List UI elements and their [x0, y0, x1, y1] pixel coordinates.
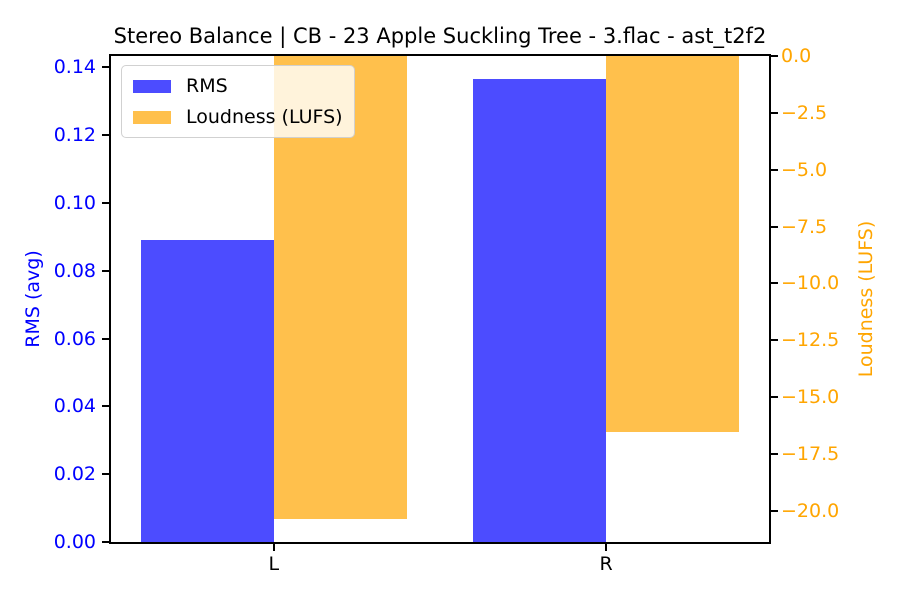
right-tick-label: −2.5 [781, 101, 828, 124]
left-tick-label: 0.10 [53, 191, 96, 214]
left-tick-mark [102, 134, 109, 137]
right-tick-mark [771, 225, 778, 228]
right-tick-label: 0.0 [781, 45, 812, 67]
bars-layer [111, 56, 769, 542]
right-tick-label: −7.5 [781, 215, 828, 238]
left-tick-mark [102, 405, 109, 408]
left-tick-label: 0.04 [53, 395, 96, 418]
right-tick-mark [771, 111, 778, 114]
x-tick-mark [272, 544, 275, 551]
right-tick-label: −5.0 [781, 158, 828, 181]
right-tick-mark [771, 168, 778, 171]
x-tick-mark [605, 544, 608, 551]
left-tick-label: 0.14 [53, 56, 96, 79]
left-tick-label: 0.06 [53, 327, 96, 350]
right-tick-label: −10.0 [781, 272, 840, 295]
bar-loudness-r [606, 56, 740, 433]
chart-title: Stereo Balance | CB - 23 Apple Suckling … [113, 24, 767, 48]
left-tick-mark [102, 201, 109, 204]
left-tick-mark [102, 269, 109, 272]
left-tick-mark [102, 337, 109, 340]
legend: RMS Loudness (LUFS) [121, 65, 355, 138]
right-tick-label: −17.5 [781, 442, 840, 465]
left-tick-label: 0.00 [53, 531, 96, 553]
legend-label: Loudness (LUFS) [186, 106, 343, 128]
legend-swatch-loudness [133, 110, 171, 124]
left-tick-label: 0.08 [53, 259, 96, 282]
right-tick-mark [771, 452, 778, 455]
right-tick-label: −12.5 [781, 329, 840, 352]
legend-item: Loudness (LUFS) [133, 106, 343, 128]
plot-area: RMS Loudness (LUFS) 0.00 0.02 0.04 0.06 0.08 0… [54, 45, 840, 575]
right-tick-mark [771, 339, 778, 342]
right-tick-mark [771, 282, 778, 285]
right-tick-mark [771, 55, 778, 57]
right-tick-label: −15.0 [781, 386, 840, 409]
right-axis-label: Loudness (LUFS) [855, 220, 877, 378]
legend-label: RMS [186, 75, 228, 97]
right-tick-mark [771, 396, 778, 399]
bar-rms-l [140, 240, 274, 542]
legend-swatch-rms [133, 79, 171, 93]
left-tick-mark [102, 473, 109, 476]
right-tick-label: −20.0 [781, 499, 840, 522]
ticks-layer: 0.00 0.02 0.04 0.06 0.08 0.10 0.12 0.14 0.0 −2.5 −… [54, 45, 840, 575]
left-tick-label: 0.02 [53, 463, 96, 486]
left-axis-label: RMS (avg) [22, 250, 44, 348]
left-tick-mark [102, 541, 109, 543]
bar-rms-r [473, 79, 607, 542]
x-tick-label: L [268, 553, 280, 575]
x-tick-label: R [599, 553, 613, 575]
left-tick-label: 0.12 [53, 124, 96, 147]
legend-item: RMS [133, 75, 343, 97]
left-tick-mark [102, 66, 109, 69]
right-tick-mark [771, 509, 778, 512]
